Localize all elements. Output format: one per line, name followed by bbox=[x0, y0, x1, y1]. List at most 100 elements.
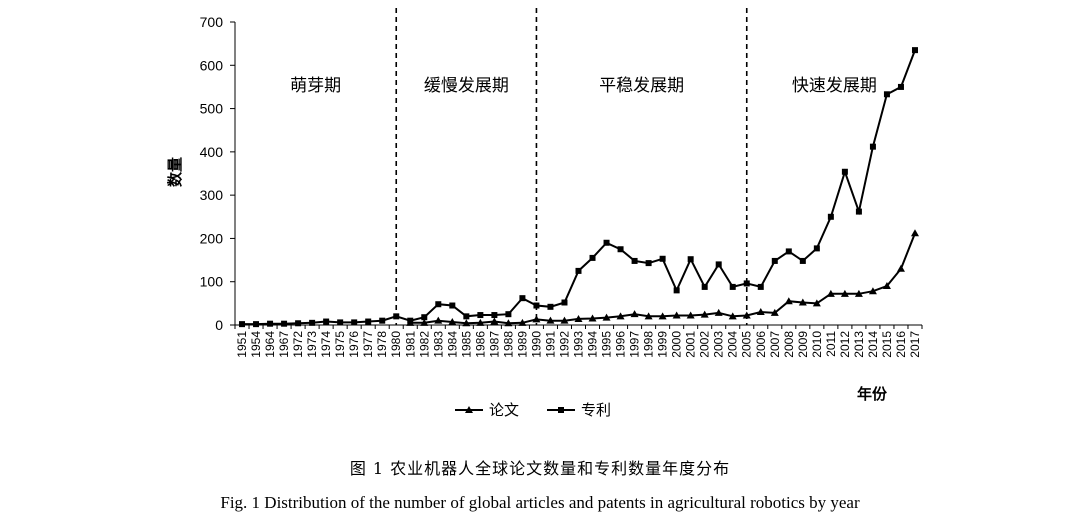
x-tick-label: 1973 bbox=[305, 331, 319, 358]
x-tick-label: 1997 bbox=[628, 331, 642, 358]
data-point bbox=[645, 260, 652, 267]
x-tick-label: 1983 bbox=[431, 331, 445, 358]
x-tick-label: 1986 bbox=[473, 331, 487, 358]
data-point bbox=[854, 289, 863, 297]
data-point bbox=[757, 283, 764, 290]
y-axis-label: 数量 bbox=[166, 157, 184, 187]
data-point bbox=[602, 313, 611, 321]
data-point bbox=[630, 310, 639, 318]
data-point bbox=[449, 302, 456, 309]
x-tick-label: 1993 bbox=[572, 331, 586, 358]
x-axis: 1951 1954 1964 1967 1972 1973 1974 1975 1976 1977… bbox=[234, 324, 923, 358]
data-point bbox=[477, 312, 484, 319]
x-tick-label: 1951 bbox=[235, 331, 249, 358]
phase-label: 缓慢发展期 bbox=[424, 75, 509, 96]
data-point bbox=[742, 311, 751, 319]
data-point bbox=[504, 319, 513, 327]
data-point bbox=[869, 143, 876, 150]
y-axis: 0 100 200 300 400 500 600 700 bbox=[200, 14, 236, 333]
x-tick-label: 1974 bbox=[319, 331, 333, 358]
data-point bbox=[365, 318, 372, 325]
x-tick-label: 1985 bbox=[459, 331, 473, 358]
figure-caption-english: Fig. 1 Distribution of the number of glo… bbox=[220, 493, 860, 512]
data-point bbox=[519, 295, 526, 302]
data-point bbox=[379, 317, 386, 324]
figure-caption-chinese: 图 1 农业机器人全球论文数量和专利数量年度分布 bbox=[349, 459, 731, 478]
data-point bbox=[393, 313, 400, 320]
x-tick-label: 1984 bbox=[445, 331, 459, 358]
phase-label: 萌芽期 bbox=[290, 76, 341, 96]
x-tick-label: 2002 bbox=[698, 331, 712, 358]
x-tick-label: 2010 bbox=[810, 331, 824, 358]
data-point bbox=[448, 317, 457, 325]
x-tick-label: 1972 bbox=[291, 331, 305, 358]
x-tick-label: 1976 bbox=[347, 331, 361, 358]
data-point bbox=[910, 229, 919, 237]
x-tick-label: 1954 bbox=[249, 331, 263, 358]
data-point bbox=[547, 303, 554, 310]
data-point bbox=[575, 267, 582, 274]
x-axis-label: 年份 bbox=[857, 385, 888, 403]
data-point bbox=[588, 314, 597, 322]
x-tick-label: 1994 bbox=[586, 331, 600, 358]
x-tick-label: 2014 bbox=[866, 331, 880, 358]
y-tick-label: 500 bbox=[200, 101, 224, 117]
x-tick-label: 1992 bbox=[557, 331, 571, 358]
x-ticks: 1951 1954 1964 1967 1972 1973 1974 1975 1976 1977… bbox=[234, 325, 923, 358]
data-point bbox=[826, 289, 835, 297]
legend-item: 论文 bbox=[455, 401, 519, 419]
x-tick-label: 1998 bbox=[642, 331, 656, 358]
data-point bbox=[659, 255, 666, 262]
series-2 bbox=[239, 47, 918, 328]
x-tick-label: 2003 bbox=[712, 331, 726, 358]
y-ticks: 0 100 200 300 400 500 600 700 bbox=[200, 14, 235, 333]
data-point bbox=[462, 319, 471, 327]
x-tick-label: 1999 bbox=[656, 331, 670, 358]
data-point bbox=[616, 312, 625, 320]
data-point bbox=[841, 168, 848, 175]
x-tick-label: 1990 bbox=[529, 331, 543, 358]
series-1 bbox=[406, 229, 919, 327]
data-point bbox=[490, 317, 499, 325]
x-tick-label: 2013 bbox=[852, 331, 866, 358]
data-point bbox=[756, 308, 765, 316]
data-point bbox=[728, 312, 737, 320]
data-point bbox=[323, 318, 330, 325]
legend-swatch-marker bbox=[465, 406, 473, 413]
data-point bbox=[574, 314, 583, 322]
x-tick-label: 2012 bbox=[838, 331, 852, 358]
data-point bbox=[882, 282, 891, 290]
x-tick-label: 1995 bbox=[600, 331, 614, 358]
y-tick-label: 700 bbox=[200, 14, 224, 30]
data-point bbox=[505, 311, 512, 318]
data-point bbox=[687, 256, 694, 263]
data-point bbox=[827, 213, 834, 220]
data-point bbox=[715, 261, 722, 268]
data-point bbox=[701, 283, 708, 290]
legend-item: 专利 bbox=[547, 401, 611, 419]
data-point bbox=[253, 321, 260, 328]
x-tick-label: 1989 bbox=[515, 331, 529, 358]
data-point bbox=[658, 312, 667, 320]
x-tick-label: 2004 bbox=[726, 331, 740, 358]
x-tick-label: 2006 bbox=[754, 331, 768, 358]
y-tick-label: 400 bbox=[200, 144, 224, 160]
x-tick-label: 2016 bbox=[894, 331, 908, 358]
data-point bbox=[868, 287, 877, 295]
data-point bbox=[435, 301, 442, 308]
data-point bbox=[463, 313, 470, 320]
x-tick-label: 2001 bbox=[684, 331, 698, 358]
x-tick-label: 2007 bbox=[768, 331, 782, 358]
x-tick-label: 2008 bbox=[782, 331, 796, 358]
x-tick-label: 1982 bbox=[417, 331, 431, 358]
x-tick-label: 1980 bbox=[389, 331, 403, 358]
x-tick-label: 1996 bbox=[614, 331, 628, 358]
data-point bbox=[631, 257, 638, 264]
x-tick-label: 2011 bbox=[824, 331, 838, 357]
data-point bbox=[896, 264, 905, 272]
x-tick-label: 2005 bbox=[740, 331, 754, 358]
data-point bbox=[407, 317, 414, 324]
data-point bbox=[911, 47, 918, 54]
x-tick-label: 2009 bbox=[796, 331, 810, 358]
data-point bbox=[785, 248, 792, 255]
